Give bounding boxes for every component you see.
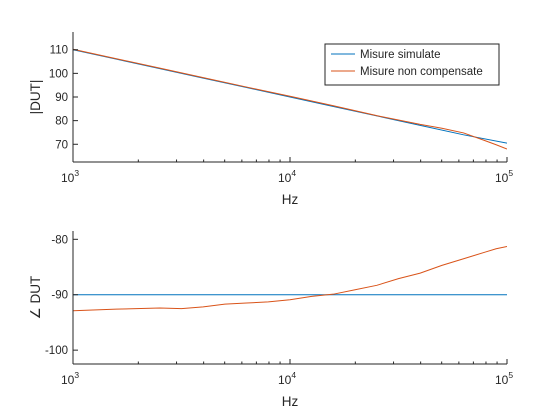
phase-plot: 103 104 105 -80 -90 -100 Hz ∠ DUT bbox=[28, 231, 513, 409]
phase-series-1-line bbox=[73, 246, 507, 312]
phase-y-tick-label: -80 bbox=[51, 234, 68, 246]
phase-x-tick-label: 103 bbox=[61, 370, 79, 387]
magnitude-y-axis-label: |DUT| bbox=[28, 80, 43, 115]
magnitude-y-tick-label: 100 bbox=[49, 68, 68, 80]
magnitude-x-axis-label: Hz bbox=[282, 192, 299, 207]
phase-x-axis-label: Hz bbox=[282, 394, 299, 409]
magnitude-y-tick-label: 110 bbox=[50, 45, 68, 57]
magnitude-x-tick-label: 105 bbox=[495, 168, 513, 185]
magnitude-x-tick-label: 104 bbox=[278, 168, 296, 185]
magnitude-legend-label: Misure non compensate bbox=[360, 66, 483, 78]
magnitude-legend-box bbox=[324, 43, 500, 86]
magnitude-x-tick-label: 103 bbox=[61, 168, 79, 185]
magnitude-y-tick-label: 90 bbox=[55, 92, 68, 104]
phase-y-axis-label: ∠ DUT bbox=[28, 276, 43, 320]
phase-y-tick-label: -100 bbox=[45, 345, 68, 357]
phase-y-tick-label: -90 bbox=[51, 290, 68, 302]
magnitude-y-tick-label: 80 bbox=[55, 116, 68, 128]
phase-x-tick-label: 105 bbox=[495, 370, 513, 387]
magnitude-y-tick-label: 70 bbox=[55, 139, 68, 151]
magnitude-legend-label: Misure simulate bbox=[360, 49, 441, 61]
magnitude-plot: 103 104 105 70 80 90 100 110 Hz |DUT| Misure simul… bbox=[28, 32, 513, 207]
magnitude-series-1-line bbox=[73, 48, 507, 150]
phase-x-tick-label: 104 bbox=[278, 370, 296, 387]
